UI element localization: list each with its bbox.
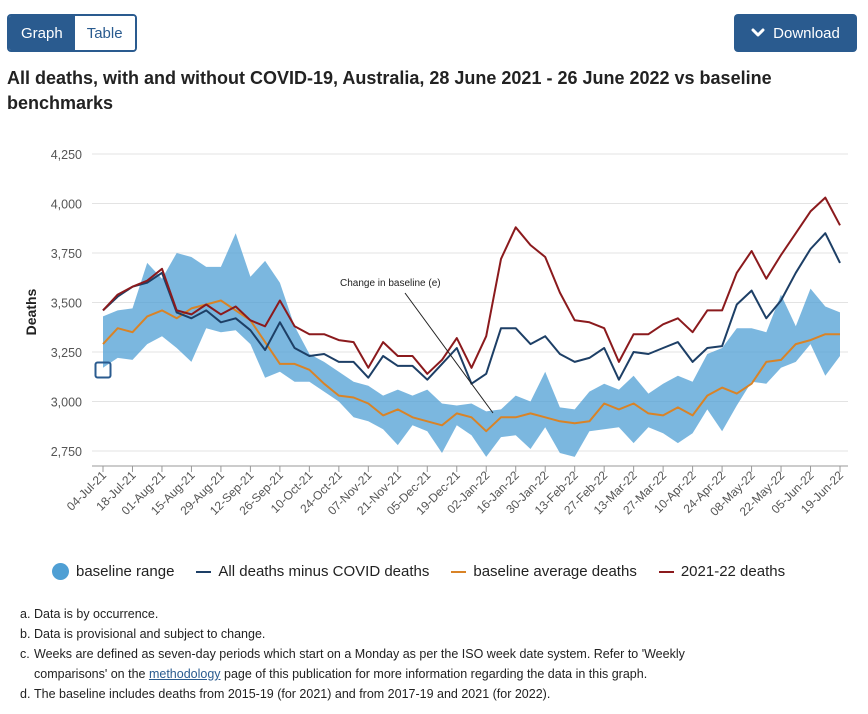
footnote-text: Data is provisional and subject to chang… (34, 627, 266, 641)
legend-deaths-2122-label: 2021-22 deaths (680, 563, 786, 580)
legend-baseline-avg-label: baseline average deaths (473, 563, 637, 580)
view-toggle: Graph Table (7, 14, 137, 52)
annotation-label: Change in baseline (e) (340, 278, 441, 289)
table-tab[interactable]: Table (74, 16, 135, 50)
legend-deaths-2122-swatch (658, 570, 674, 573)
y-tick-label: 3,500 (51, 297, 82, 311)
legend-minus-covid-swatch (196, 570, 212, 573)
legend-item-baseline-avg[interactable]: baseline average deaths (451, 563, 637, 580)
y-tick-label: 3,250 (51, 346, 82, 360)
methodology-link[interactable]: methodology (148, 667, 221, 681)
y-tick-label: 3,000 (51, 396, 82, 410)
legend-range-label: baseline range (76, 563, 175, 580)
footnote-mark: a. (20, 607, 31, 621)
footnote-text: Data is by occurrence. (34, 607, 159, 621)
y-tick-label: 2,750 (51, 445, 82, 459)
y-tick-label: 4,250 (51, 148, 82, 162)
legend: baseline range All deaths minus COVID de… (52, 563, 807, 580)
chart: 2,750 3,000 3,250 3,500 3,750 4,000 4,250 Deat… (23, 148, 848, 519)
y-axis: 2,750 3,000 3,250 3,500 3,750 4,000 4,250 (51, 148, 82, 459)
footnote-text: The baseline includes deaths from 2015-1… (34, 687, 551, 701)
legend-baseline-avg-swatch (451, 570, 467, 573)
baseline-range-area (103, 233, 840, 457)
graph-tab[interactable]: Graph (9, 16, 75, 50)
footnote-d: d. The baseline includes deaths from 201… (20, 684, 754, 704)
x-axis: 04-Jul-2118-Jul-2101-Aug-2115-Aug-2129-A… (64, 465, 848, 519)
y-axis-label: Deaths (23, 288, 39, 335)
annotation-pointer (404, 292, 494, 414)
footnotes: a. Data is by occurrence. b. Data is pro… (20, 604, 754, 704)
legend-item-deaths-2122[interactable]: 2021-22 deaths (658, 563, 786, 580)
legend-item-minus-covid[interactable]: All deaths minus COVID deaths (196, 563, 429, 580)
legend-range-swatch (52, 563, 69, 580)
baseline-average-line (102, 299, 840, 433)
y-tick-label: 4,000 (51, 198, 82, 212)
footnote-mark: c. (20, 647, 30, 661)
footnote-mark: b. (20, 627, 31, 641)
footnote-text-after: page of this publication for more inform… (220, 667, 648, 681)
legend-minus-covid-label: All deaths minus COVID deaths (218, 563, 430, 580)
chevron-down-icon (751, 28, 765, 37)
legend-item-range[interactable]: baseline range (52, 563, 174, 580)
footnote-mark: d. (20, 687, 31, 701)
annotation: Change in baseline (e) (340, 278, 494, 414)
footnote-a: a. Data is by occurrence. (20, 604, 754, 624)
chart-title: All deaths, with and without COVID-19, A… (7, 68, 772, 113)
footnote-b: b. Data is provisional and subject to ch… (20, 624, 754, 644)
download-button[interactable]: Download (734, 14, 857, 52)
footnote-c: c. Weeks are defined as seven-day period… (20, 644, 754, 684)
deaths-2021-22-line (102, 196, 841, 375)
y-tick-label: 3,750 (51, 247, 82, 261)
footnote-text-wrap: Weeks are defined as seven-day periods w… (34, 644, 754, 684)
footnote-text-before: Weeks are defined as seven-day periods w… (34, 647, 685, 681)
range-marker-handle[interactable] (94, 361, 112, 379)
download-label: Download (773, 24, 840, 42)
